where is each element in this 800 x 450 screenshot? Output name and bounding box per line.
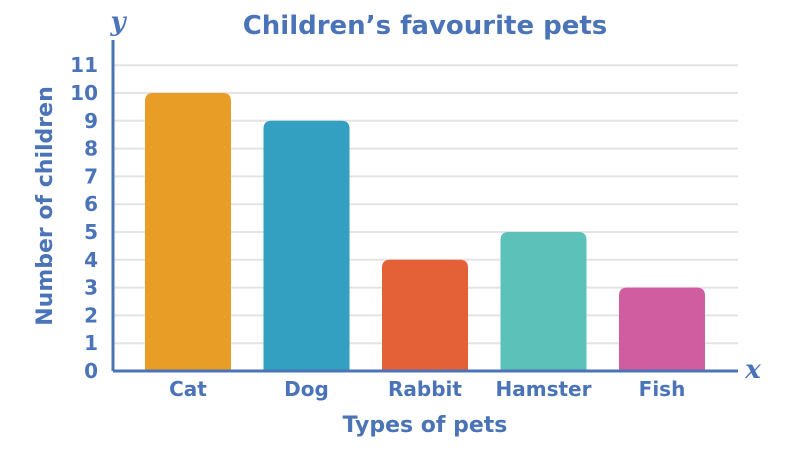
bar-fish (619, 287, 705, 371)
y-tick-label: 5 (84, 220, 98, 244)
y-tick-label: 3 (84, 276, 98, 300)
y-axis-title: Number of children (33, 86, 58, 326)
bar-rabbit (382, 259, 468, 371)
bar-hamster (500, 232, 587, 371)
x-category-label: Fish (639, 377, 686, 401)
chart-title: Children’s favourite pets (243, 11, 608, 41)
x-category-labels: Cat Dog Rabbit Hamster Fish (169, 377, 685, 401)
y-axis-letter: y (109, 7, 127, 37)
x-category-label: Hamster (496, 377, 592, 401)
y-tick-label: 10 (70, 81, 98, 105)
y-tick-labels: 0 1 2 3 4 5 6 7 8 9 10 11 (70, 53, 98, 383)
y-tick-label: 2 (84, 303, 98, 327)
x-category-label: Cat (169, 377, 207, 401)
x-category-label: Dog (284, 377, 329, 401)
y-tick-label: 11 (70, 53, 98, 77)
y-tick-label: 7 (84, 164, 98, 188)
y-tick-label: 8 (84, 137, 98, 161)
bar-cat (145, 93, 231, 371)
y-tick-label: 6 (84, 192, 98, 216)
y-tick-label: 4 (84, 248, 98, 272)
bars (145, 93, 705, 371)
y-tick-label: 9 (84, 109, 98, 133)
x-axis-letter: x (744, 355, 761, 385)
x-axis-title: Types of pets (343, 413, 508, 438)
y-tick-label: 0 (84, 359, 98, 383)
axes (111, 40, 738, 373)
bar-dog (263, 120, 350, 371)
y-tick-label: 1 (84, 331, 98, 355)
x-category-label: Rabbit (388, 377, 462, 401)
